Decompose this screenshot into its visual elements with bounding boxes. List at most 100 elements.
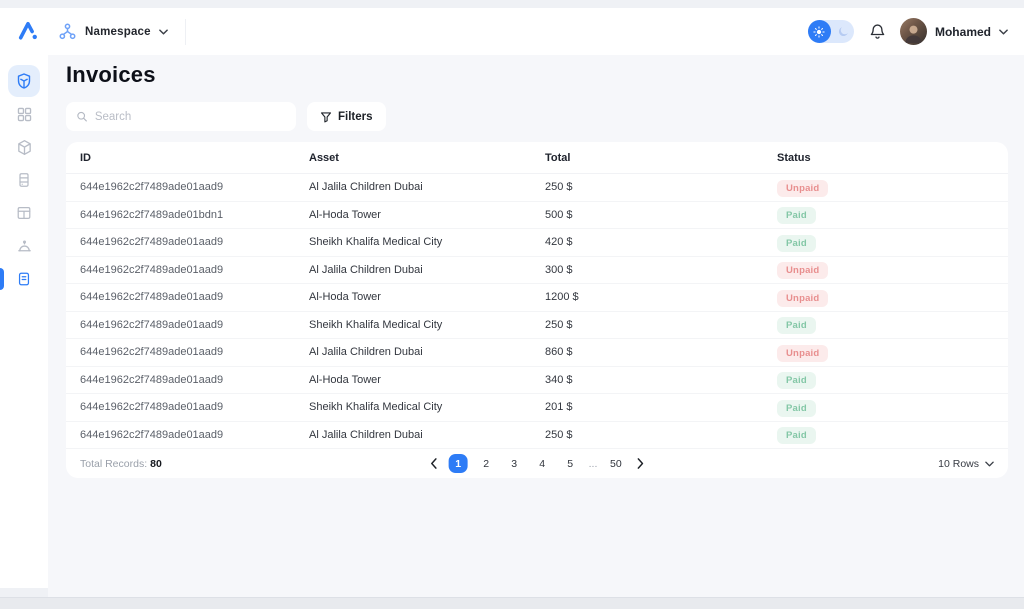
invoices-table: ID Asset Total Status 644e1962c2f7489ade… [66,142,1008,478]
invoice-asset-cell: Sheikh Khalifa Medical City [309,318,443,331]
invoice-total-cell: 250 $ [545,318,573,331]
invoice-total-cell: 250 $ [545,181,573,194]
search-icon [77,111,87,122]
invoice-asset-cell: Sheikh Khalifa Medical City [309,401,443,414]
rows-per-page-select[interactable]: 10 Rows [938,458,994,470]
status-badge: Paid [777,399,816,417]
table-footer: Total Records: 80 1 2 3 4 5... 50 10 Rows [66,449,1008,478]
sidebar-item-alert-dome-icon[interactable] [8,230,40,262]
status-badge: Paid [777,234,816,252]
page-button-3[interactable]: 3 [505,454,524,473]
page-button-4[interactable]: 4 [533,454,552,473]
sidebar-item-invoice-icon[interactable] [8,263,40,295]
invoice-asset-cell: Al Jalila Children Dubai [309,263,423,276]
previous-page-button[interactable] [428,456,440,471]
theme-toggle[interactable] [807,20,854,43]
table-body: 644e1962c2f7489ade01aad9 Al Jalila Childr… [66,174,1008,449]
column-header-status: Status [777,151,811,164]
invoice-row[interactable]: 644e1962c2f7489ade01aad9 Al Jalila Childr… [66,174,1008,202]
page-button-1[interactable]: 1 [448,454,468,473]
invoice-status-cell: Paid [777,370,994,390]
invoice-status-cell: Paid [777,205,994,225]
invoice-total-cell: 420 $ [545,236,573,249]
invoice-id-cell: 644e1962c2f7489ade01aad9 [80,373,224,386]
user-avatar [899,18,927,45]
total-records: Total Records: 80 [80,457,162,470]
layout-icon [17,207,31,219]
sidebar [0,55,48,588]
search-input[interactable] [94,110,286,123]
invoice-status-cell: Unpaid [777,260,994,280]
search-box[interactable] [66,102,296,131]
invoice-status-cell: Paid [777,398,994,417]
app-logo[interactable] [15,19,41,45]
chevron-right-icon [637,458,643,469]
invoice-id-cell: 644e1962c2f7489ade01aad9 [80,401,224,414]
sidebar-item-package-icon[interactable] [8,131,40,163]
invoice-status-cell: Unpaid [777,178,994,197]
notifications-button[interactable] [869,23,886,40]
funnel-icon [320,111,332,122]
invoice-total-cell: 250 $ [545,428,573,441]
invoice-id-cell: 644e1962c2f7489ade01aad9 [80,318,224,331]
invoice-status-cell: Paid [777,315,994,335]
status-badge: Paid [777,207,816,225]
topbar: Namespace [0,8,1024,55]
next-page-button[interactable] [634,456,646,471]
pagination-ellipsis: ... [588,457,598,470]
invoice-asset-cell: Sheikh Khalifa Medical City [309,236,443,249]
invoice-total-cell: 300 $ [545,263,573,276]
sidebar-item-dashboard-grid-icon[interactable] [8,98,40,130]
invoice-row[interactable]: 644e1962c2f7489ade01aad9 Al Jalila Childr… [66,257,1008,284]
invoice-id-cell: 644e1962c2f7489ade01bdn1 [80,208,224,221]
page-button-5[interactable]: 5 [561,454,580,473]
invoice-id-cell: 644e1962c2f7489ade01aad9 [80,291,224,304]
invoice-total-cell: 340 $ [545,373,573,386]
invoice-asset-cell: Al-Hoda Tower [309,373,381,386]
toolbar: Filters [66,102,1008,131]
shield-icon [17,73,31,89]
package-icon [17,139,31,155]
status-badge: Unpaid [777,344,829,362]
invoice-row[interactable]: 644e1962c2f7489ade01aad9 Sheikh Khalifa M… [66,229,1008,257]
server-icon [19,173,29,187]
invoice-id-cell: 644e1962c2f7489ade01aad9 [80,263,224,276]
person-silhouette-icon [905,25,922,43]
user-menu[interactable]: Mohamed [899,18,1008,45]
invoice-row[interactable]: 644e1962c2f7489ade01aad9 Al Jalila Childr… [66,422,1008,449]
page-button-2[interactable]: 2 [477,454,496,473]
alert-dome-icon [17,239,31,251]
filters-button[interactable]: Filters [307,102,386,131]
chevron-left-icon [431,458,437,469]
invoice-status-cell: Paid [777,233,994,252]
invoice-row[interactable]: 644e1962c2f7489ade01aad9 Al Jalila Childr… [66,339,1008,367]
pagination: 1 2 3 4 5... 50 [428,449,647,478]
invoice-icon [18,272,30,286]
invoice-status-cell: Unpaid [777,288,994,307]
invoice-row[interactable]: 644e1962c2f7489ade01aad9 Sheikh Khalifa M… [66,312,1008,339]
invoice-total-cell: 201 $ [545,401,573,414]
dashboard-grid-icon [17,107,31,121]
app-logo-caret-dot-icon [18,21,37,40]
invoice-asset-cell: Al-Hoda Tower [309,291,381,304]
invoice-row[interactable]: 644e1962c2f7489ade01aad9 Sheikh Khalifa M… [66,394,1008,422]
invoice-id-cell: 644e1962c2f7489ade01aad9 [80,428,224,441]
sidebar-item-shield-icon[interactable] [8,65,40,97]
invoice-row[interactable]: 644e1962c2f7489ade01bdn1 Al-Hoda Tower 500… [66,202,1008,229]
table-header: ID Asset Total Status [66,142,1008,174]
invoice-row[interactable]: 644e1962c2f7489ade01aad9 Al-Hoda Tower 340… [66,367,1008,394]
invoice-status-cell: Unpaid [777,343,994,362]
sidebar-item-layout-icon[interactable] [8,197,40,229]
column-header-total: Total [545,151,571,164]
page-title: Invoices [66,62,156,87]
namespace-label: Namespace [85,25,151,38]
namespace-selector[interactable]: Namespace [58,22,168,41]
sun-icon [807,20,831,43]
status-badge: Paid [777,317,816,335]
invoice-row[interactable]: 644e1962c2f7489ade01aad9 Al-Hoda Tower 120… [66,284,1008,312]
page-button-50[interactable]: 50 [606,454,625,473]
invoice-id-cell: 644e1962c2f7489ade01aad9 [80,346,224,359]
sidebar-item-server-icon[interactable] [8,164,40,196]
moon-icon [837,25,850,43]
